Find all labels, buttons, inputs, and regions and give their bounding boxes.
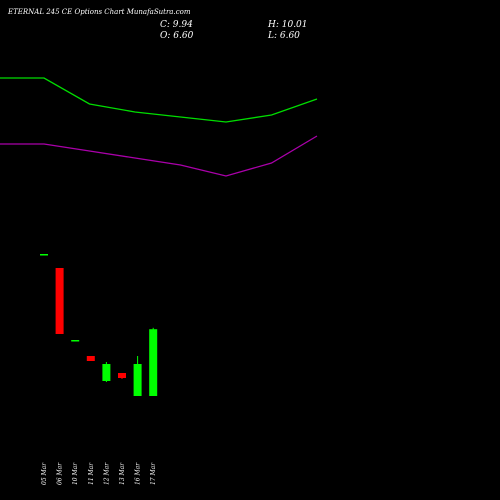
upper-band-line	[0, 77, 318, 123]
candle-11-mar	[86, 356, 95, 361]
x-tick-label: 11 Mar	[88, 462, 95, 485]
candle-body	[102, 364, 111, 381]
candle-body	[71, 340, 80, 342]
candle-17-mar	[149, 327, 158, 396]
x-tick-label: 13 Mar	[119, 462, 126, 485]
x-tick-label: 12 Mar	[103, 462, 110, 485]
candle-body	[118, 373, 126, 378]
candle-06-mar	[55, 268, 64, 334]
x-tick-label: 10 Mar	[72, 462, 79, 485]
x-axis-ticks: 05 Mar 06 Mar 10 Mar 11 Mar 12 Mar 13 Mar 16 M…	[41, 462, 157, 485]
candle-body	[86, 356, 95, 361]
lower-band-line	[0, 135, 318, 177]
chart-title: ETERNAL 245 CE Options Chart MunafaSutra…	[7, 8, 191, 16]
x-tick-label: 06 Mar	[57, 462, 64, 485]
candle-body	[133, 364, 142, 396]
candle-body	[149, 329, 158, 396]
candle-16-mar	[133, 356, 142, 396]
close-readout: C: 9.94	[160, 20, 193, 30]
candle-13-mar	[118, 373, 126, 379]
x-tick-label: 16 Mar	[135, 462, 142, 485]
low-readout: L: 6.60	[267, 31, 300, 41]
open-readout: O: 6.60	[160, 31, 194, 41]
bands-layer	[0, 77, 318, 177]
candle-05-mar	[40, 254, 48, 256]
x-tick-label: 05 Mar	[41, 462, 48, 485]
candle-body	[55, 268, 64, 334]
candle-12-mar	[102, 362, 111, 382]
candle-10-mar	[71, 340, 80, 342]
candles-layer	[40, 254, 158, 396]
candle-body	[40, 254, 48, 256]
x-tick-label: 17 Mar	[150, 462, 157, 485]
high-readout: H: 10.01	[267, 20, 308, 30]
